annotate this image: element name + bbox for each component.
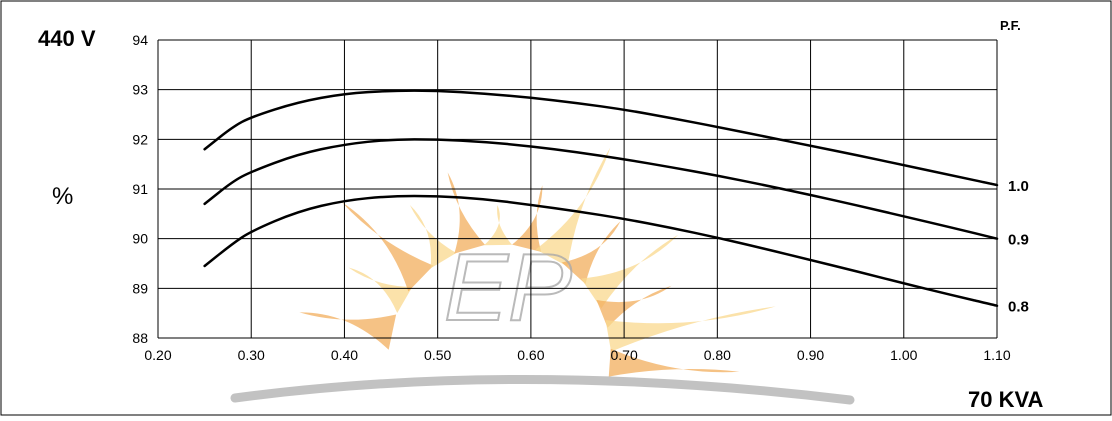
y-tick-label: 88 xyxy=(132,330,148,346)
watermark-ray xyxy=(299,312,397,350)
watermark-ray xyxy=(605,306,776,352)
pf-header-label: P.F. xyxy=(1000,18,1021,33)
x-tick-label: 0.30 xyxy=(238,347,265,363)
x-tick-label: 0.20 xyxy=(144,347,171,363)
watermark-ray xyxy=(608,348,740,377)
voltage-label: 440 V xyxy=(38,26,96,51)
y-tick-label: 92 xyxy=(132,131,148,147)
series-end-labels: 1.0 0.9 0.8 xyxy=(1008,178,1029,316)
y-axis-label: % xyxy=(52,183,73,210)
x-tick-label: 0.70 xyxy=(610,347,637,363)
watermark-ray xyxy=(535,147,611,267)
x-tick-label: 1.10 xyxy=(983,347,1010,363)
watermark-ray xyxy=(512,185,543,252)
series-line-pf-0.9 xyxy=(203,138,999,240)
watermark-ray xyxy=(447,172,486,254)
x-tick-label: 0.60 xyxy=(517,347,544,363)
y-tick-label: 93 xyxy=(132,82,148,98)
watermark-ray xyxy=(596,285,672,328)
x-tick-label: 0.40 xyxy=(331,347,358,363)
watermark-ray xyxy=(581,234,679,309)
x-tick-label: 0.50 xyxy=(424,347,451,363)
grid xyxy=(157,39,998,339)
series-line-pf-1.0 xyxy=(203,89,999,187)
y-tick-label: 90 xyxy=(132,231,148,247)
watermark-ray xyxy=(561,221,621,284)
watermark-ray xyxy=(484,205,513,246)
series-label-pf-0.8: 0.8 xyxy=(1008,299,1029,316)
series-label-pf-1.0: 1.0 xyxy=(1008,178,1029,195)
watermark-ray xyxy=(409,204,457,269)
watermark-ray xyxy=(341,202,434,292)
y-tick-label: 89 xyxy=(132,280,148,296)
watermark-ray xyxy=(348,267,413,313)
watermark-swoosh xyxy=(230,374,855,405)
x-tick-label: 0.90 xyxy=(797,347,824,363)
watermark-monogram: EP xyxy=(444,234,572,341)
rating-label: 70 KVA xyxy=(968,387,1044,412)
series-label-pf-0.9: 0.9 xyxy=(1008,232,1029,249)
y-tick-label: 91 xyxy=(132,181,148,197)
axis-ticks: 0.20 0.30 0.40 0.50 0.60 0.70 0.80 0.90 1.00 1.10… xyxy=(132,32,1010,363)
watermark-logo: EP xyxy=(230,147,855,405)
series-lines xyxy=(203,89,999,307)
x-tick-label: 0.80 xyxy=(704,347,731,363)
y-tick-label: 94 xyxy=(132,32,148,48)
series-line-pf-0.8 xyxy=(203,194,999,307)
x-tick-label: 1.00 xyxy=(890,347,917,363)
